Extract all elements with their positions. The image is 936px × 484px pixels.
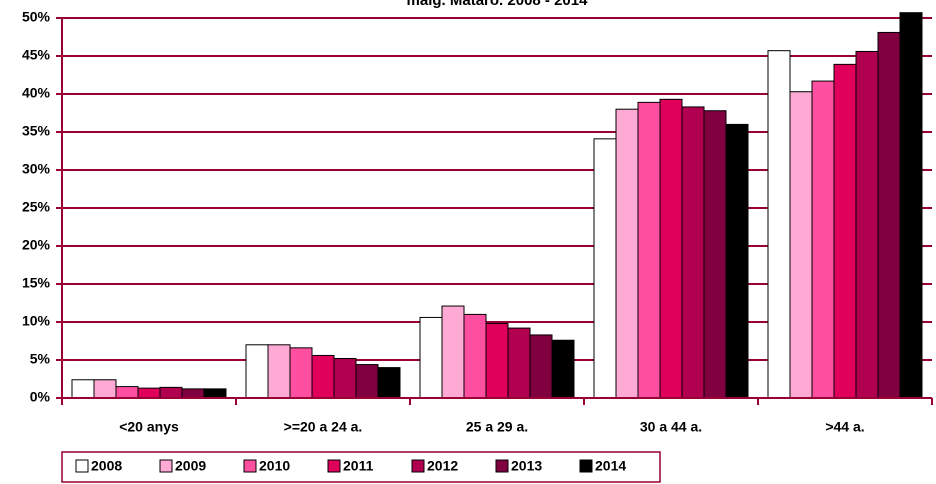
bar xyxy=(767,50,791,399)
bar xyxy=(419,316,443,399)
y-tick-label: 40% xyxy=(22,85,51,101)
bar xyxy=(789,91,813,399)
y-tick-label: 30% xyxy=(22,161,51,177)
legend-label: 2013 xyxy=(511,458,542,474)
bar xyxy=(593,138,617,399)
legend-label: 2009 xyxy=(175,458,206,474)
x-tick-label: >44 a. xyxy=(825,419,864,435)
bar xyxy=(267,344,291,399)
bar xyxy=(725,123,749,399)
bar xyxy=(507,327,531,399)
legend-label: 2010 xyxy=(259,458,290,474)
chart-title: maig. Mataró. 2008 - 2014 xyxy=(407,0,589,9)
bar xyxy=(203,388,227,399)
y-tick-label: 20% xyxy=(22,237,51,253)
bar xyxy=(333,357,357,399)
bar xyxy=(441,305,465,399)
x-tick-label: >=20 a 24 a. xyxy=(284,419,363,435)
bar xyxy=(245,344,269,399)
bar xyxy=(811,80,835,399)
legend-swatch xyxy=(411,459,425,473)
bar xyxy=(289,347,313,399)
bar xyxy=(159,386,183,399)
bar xyxy=(659,98,683,399)
legend-swatch xyxy=(495,459,509,473)
bar xyxy=(703,110,727,399)
bar xyxy=(485,323,509,399)
y-tick-label: 15% xyxy=(22,275,51,291)
bar xyxy=(115,386,139,399)
y-tick-label: 10% xyxy=(22,313,51,329)
y-tick-label: 35% xyxy=(22,123,51,139)
bar xyxy=(877,31,901,399)
legend-label: 2008 xyxy=(91,458,122,474)
legend-label: 2011 xyxy=(343,458,374,474)
bar xyxy=(137,387,161,399)
legend-swatch xyxy=(327,459,341,473)
bar xyxy=(71,379,95,399)
bar xyxy=(551,339,575,399)
bar xyxy=(899,12,923,399)
bar xyxy=(463,313,487,399)
bar xyxy=(833,63,857,399)
bar xyxy=(615,108,639,399)
legend-swatch xyxy=(159,459,173,473)
legend-swatch xyxy=(579,459,593,473)
bar xyxy=(377,367,401,399)
bar xyxy=(681,106,705,399)
bar xyxy=(355,364,379,399)
legend-label: 2014 xyxy=(595,458,626,474)
bar xyxy=(311,354,335,399)
y-tick-label: 25% xyxy=(22,199,51,215)
y-tick-label: 50% xyxy=(22,9,51,25)
y-tick-label: 45% xyxy=(22,47,51,63)
bar xyxy=(637,101,661,399)
bar xyxy=(181,388,205,399)
bar xyxy=(529,334,553,399)
legend-swatch xyxy=(75,459,89,473)
bar xyxy=(93,379,117,399)
x-tick-label: 30 a 44 a. xyxy=(640,419,702,435)
legend-swatch xyxy=(243,459,257,473)
y-tick-label: 5% xyxy=(30,351,51,367)
x-tick-label: <20 anys xyxy=(119,419,179,435)
y-tick-label: 0% xyxy=(30,389,51,405)
legend-label: 2012 xyxy=(427,458,458,474)
bar xyxy=(855,50,879,399)
x-tick-label: 25 a 29 a. xyxy=(466,419,528,435)
